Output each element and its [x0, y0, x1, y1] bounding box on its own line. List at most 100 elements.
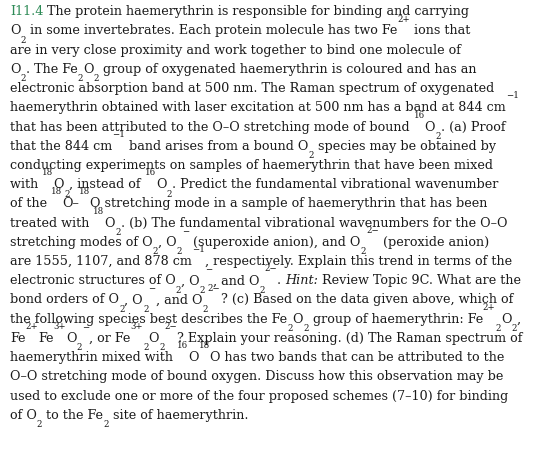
- Text: 2: 2: [94, 74, 99, 83]
- Text: O: O: [188, 351, 199, 364]
- Text: 2: 2: [159, 343, 165, 352]
- Text: with: with: [10, 178, 42, 191]
- Text: Review Topic 9C. What are the: Review Topic 9C. What are the: [319, 274, 521, 287]
- Text: 16: 16: [413, 111, 425, 119]
- Text: 2: 2: [103, 420, 109, 429]
- Text: −: −: [182, 226, 189, 235]
- Text: O: O: [10, 25, 21, 38]
- Text: 2: 2: [37, 420, 42, 429]
- Text: 2: 2: [176, 286, 181, 294]
- Text: 2: 2: [166, 189, 172, 199]
- Text: 2: 2: [361, 247, 366, 256]
- Text: O: O: [425, 120, 435, 133]
- Text: , instead of: , instead of: [69, 178, 145, 191]
- Text: 2: 2: [259, 286, 265, 294]
- Text: 18: 18: [51, 188, 62, 196]
- Text: 16: 16: [177, 341, 188, 350]
- Text: 2: 2: [287, 324, 292, 333]
- Text: ,: ,: [517, 313, 521, 325]
- Text: group of oxygenated haemerythrin is coloured and has an: group of oxygenated haemerythrin is colo…: [99, 63, 477, 76]
- Text: . Predict the fundamental vibrational wavenumber: . Predict the fundamental vibrational wa…: [172, 178, 498, 191]
- Text: O: O: [10, 63, 21, 76]
- Text: 2−: 2−: [265, 264, 278, 273]
- Text: Hint:: Hint:: [285, 274, 319, 287]
- Text: are in very close proximity and work together to bind one molecule of: are in very close proximity and work tog…: [10, 44, 461, 56]
- Text: , or Fe: , or Fe: [89, 332, 131, 345]
- Text: group of haemerythrin: Fe: group of haemerythrin: Fe: [309, 313, 483, 325]
- Text: 16: 16: [145, 168, 157, 177]
- Text: 2−: 2−: [208, 283, 221, 293]
- Text: bond orders of O: bond orders of O: [10, 294, 119, 307]
- Text: O: O: [53, 178, 64, 191]
- Text: 2: 2: [153, 247, 158, 256]
- Text: ? (c) Based on the data given above, which of: ? (c) Based on the data given above, whi…: [221, 294, 513, 307]
- Text: conducting experiments on samples of haemerythrin that have been mixed: conducting experiments on samples of hae…: [10, 159, 493, 172]
- Text: Fe: Fe: [10, 332, 26, 345]
- Text: electronic structures of O: electronic structures of O: [10, 274, 176, 287]
- Text: 2: 2: [512, 324, 517, 333]
- Text: O: O: [83, 63, 94, 76]
- Text: , and O: , and O: [156, 294, 203, 307]
- Text: 2: 2: [115, 228, 120, 237]
- Text: 3+: 3+: [54, 322, 66, 331]
- Text: −1: −1: [112, 130, 125, 139]
- Text: ? Explain your reasoning. (d) The Raman spectrum of: ? Explain your reasoning. (d) The Raman …: [178, 332, 523, 345]
- Text: , O: , O: [181, 274, 200, 287]
- Text: of O: of O: [10, 409, 37, 422]
- Text: The protein haemerythrin is responsible for binding and carrying: The protein haemerythrin is responsible …: [43, 5, 470, 18]
- Text: 2: 2: [64, 189, 69, 199]
- Text: .: .: [278, 274, 285, 287]
- Text: −: −: [205, 264, 213, 273]
- Text: 2: 2: [21, 36, 26, 45]
- Text: O: O: [501, 313, 512, 325]
- Text: 2: 2: [435, 132, 441, 141]
- Text: I11.4: I11.4: [10, 5, 43, 18]
- Text: O: O: [104, 217, 115, 230]
- Text: O–O stretching mode of bound oxygen. Discuss how this observation may be: O–O stretching mode of bound oxygen. Dis…: [10, 370, 503, 383]
- Text: 2: 2: [143, 343, 149, 352]
- Text: 2+: 2+: [483, 303, 496, 312]
- Text: 2: 2: [77, 343, 82, 352]
- Text: −: −: [149, 283, 156, 293]
- Text: haemerythrin mixed with: haemerythrin mixed with: [10, 351, 177, 364]
- Text: are 1555, 1107, and 878 cm: are 1555, 1107, and 878 cm: [10, 255, 192, 268]
- Text: 2+: 2+: [26, 322, 38, 331]
- Text: −1: −1: [192, 245, 205, 254]
- Text: 2: 2: [303, 324, 309, 333]
- Text: 2−: 2−: [165, 322, 178, 331]
- Text: the following species best describes the Fe: the following species best describes the…: [10, 313, 287, 325]
- Text: 2+: 2+: [397, 14, 410, 24]
- Text: O–: O–: [62, 197, 79, 210]
- Text: treated with: treated with: [10, 217, 93, 230]
- Text: of the: of the: [10, 197, 51, 210]
- Text: band arises from a bound O: band arises from a bound O: [125, 140, 309, 153]
- Text: 2: 2: [143, 305, 149, 314]
- Text: O has two bands that can be attributed to the: O has two bands that can be attributed t…: [210, 351, 504, 364]
- Text: 2: 2: [176, 247, 182, 256]
- Text: to the Fe: to the Fe: [42, 409, 103, 422]
- Text: , O: , O: [158, 236, 176, 249]
- Text: 2: 2: [200, 286, 205, 294]
- Text: ions that: ions that: [410, 25, 471, 38]
- Text: . (b) The fundamental vibrational wavenumbers for the O–O: . (b) The fundamental vibrational wavenu…: [120, 217, 507, 230]
- Text: −: −: [82, 322, 89, 331]
- Text: 2: 2: [78, 74, 83, 83]
- Text: 2: 2: [309, 151, 314, 160]
- Text: Fe: Fe: [38, 332, 54, 345]
- Text: electronic absorption band at 500 nm. The Raman spectrum of oxygenated: electronic absorption band at 500 nm. Th…: [10, 82, 495, 95]
- Text: 2: 2: [203, 305, 208, 314]
- Text: O stretching mode in a sample of haemerythrin that has been: O stretching mode in a sample of haemery…: [90, 197, 488, 210]
- Text: 2: 2: [21, 74, 26, 83]
- Text: 2: 2: [496, 324, 501, 333]
- Text: O: O: [149, 332, 159, 345]
- Text: −1: −1: [506, 91, 518, 100]
- Text: 18: 18: [79, 188, 90, 196]
- Text: haemerythrin obtained with laser excitation at 500 nm has a band at 844 cm: haemerythrin obtained with laser excitat…: [10, 101, 506, 114]
- Text: that has been attributed to the O–O stretching mode of bound: that has been attributed to the O–O stre…: [10, 120, 413, 133]
- Text: 2−: 2−: [366, 226, 379, 235]
- Text: O: O: [157, 178, 166, 191]
- Text: 18: 18: [42, 168, 53, 177]
- Text: . The Fe: . The Fe: [26, 63, 78, 76]
- Text: 18: 18: [93, 206, 104, 216]
- Text: , O: , O: [124, 294, 143, 307]
